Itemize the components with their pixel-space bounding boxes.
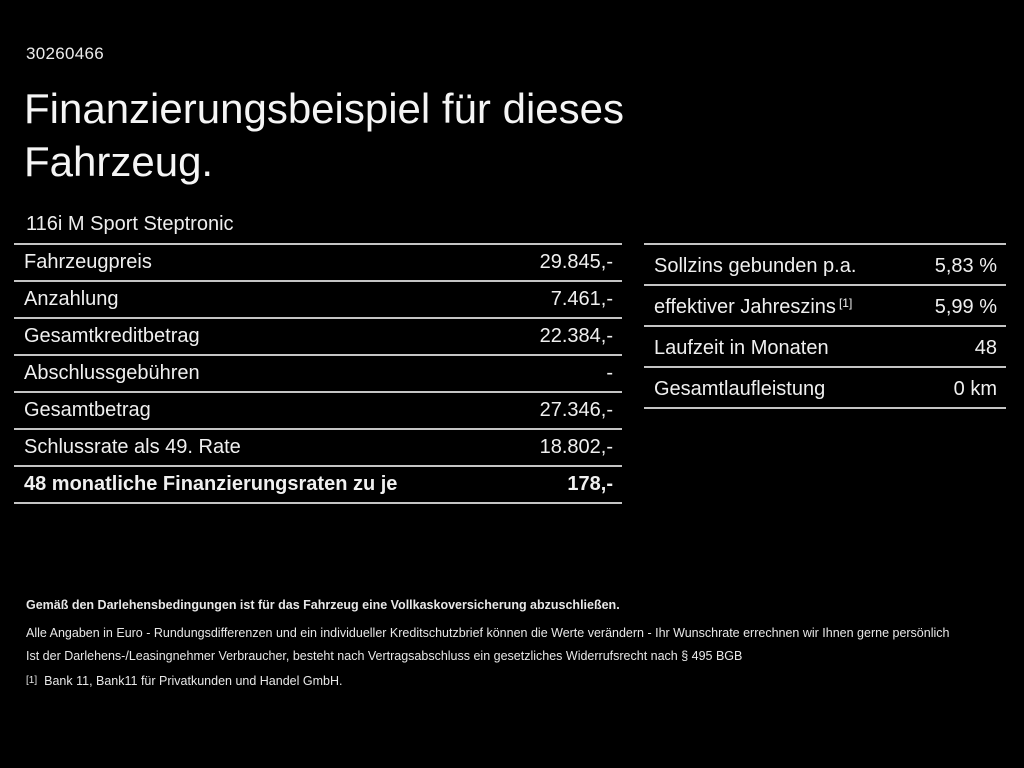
- table-row: Anzahlung 7.461,-: [14, 280, 622, 317]
- row-value: 29.845,-: [539, 251, 613, 273]
- footnote-ref: [1]: [838, 296, 853, 310]
- row-value: 27.346,-: [539, 399, 613, 421]
- row-label: Schlussrate als 49. Rate: [24, 436, 241, 458]
- row-value: 178,-: [567, 473, 613, 495]
- row-value: 0 km: [953, 378, 997, 400]
- row-label: Gesamtlaufleistung: [654, 378, 826, 400]
- table-row: Laufzeit in Monaten 48: [644, 325, 1006, 366]
- footnote-text: Bank 11, Bank11 für Privatkunden und Han…: [44, 674, 343, 688]
- row-label: Sollzins gebunden p.a.: [654, 255, 857, 277]
- insurance-note: Gemäß den Darlehensbedingungen ist für d…: [26, 598, 620, 612]
- vehicle-model: 116i M Sport Steptronic: [26, 213, 234, 235]
- bank-footnote: [1] Bank 11, Bank11 für Privatkunden und …: [26, 673, 1001, 689]
- row-label: Anzahlung: [24, 288, 119, 310]
- finance-table: Fahrzeugpreis 29.845,- Anzahlung 7.461,-…: [14, 243, 622, 504]
- row-label: Laufzeit in Monaten: [654, 337, 829, 359]
- row-value: -: [606, 362, 613, 384]
- table-row: Fahrzeugpreis 29.845,-: [14, 243, 622, 280]
- table-row: Gesamtkreditbetrag 22.384,-: [14, 317, 622, 354]
- row-label: 48 monatliche Finanzierungsraten zu je: [24, 473, 398, 495]
- row-value: 48: [974, 337, 997, 359]
- legal-footer: Gemäß den Darlehensbedingungen ist für d…: [26, 598, 1001, 689]
- disclaimer-line-1: Alle Angaben in Euro - Rundungsdifferenz…: [26, 626, 950, 640]
- row-label: Fahrzeugpreis: [24, 251, 152, 273]
- footnote-marker: [1]: [26, 675, 38, 686]
- table-row-monthly-rate: 48 monatliche Finanzierungsraten zu je 1…: [14, 465, 622, 502]
- row-label: Abschlussgebühren: [24, 362, 200, 384]
- row-value: 22.384,-: [539, 325, 613, 347]
- table-row: Gesamtlaufleistung 0 km: [644, 366, 1006, 407]
- table-row: Gesamtbetrag 27.346,-: [14, 391, 622, 428]
- table-row: Sollzins gebunden p.a. 5,83 %: [644, 243, 1006, 284]
- row-value: 18.802,-: [539, 436, 613, 458]
- row-value: 5,99 %: [934, 296, 997, 318]
- disclaimer-line-2: Ist der Darlehens-/Leasingnehmer Verbrau…: [26, 649, 743, 663]
- table-row: Schlussrate als 49. Rate 18.802,-: [14, 428, 622, 465]
- doc-number: 30260466: [26, 44, 105, 63]
- page-title: Finanzierungsbeispiel für dieses Fahrzeu…: [24, 85, 624, 185]
- row-label: Gesamtkreditbetrag: [24, 325, 200, 347]
- conditions-table: Sollzins gebunden p.a. 5,83 % effektiver…: [644, 243, 1006, 409]
- row-label: Gesamtbetrag: [24, 399, 151, 421]
- table-row: Abschlussgebühren -: [14, 354, 622, 391]
- row-value: 7.461,-: [550, 288, 613, 310]
- row-label: effektiver Jahreszins [1]: [654, 296, 853, 318]
- row-value: 5,83 %: [934, 255, 997, 277]
- table-row: effektiver Jahreszins [1] 5,99 %: [644, 284, 1006, 325]
- finance-tables: Fahrzeugpreis 29.845,- Anzahlung 7.461,-…: [14, 243, 1006, 504]
